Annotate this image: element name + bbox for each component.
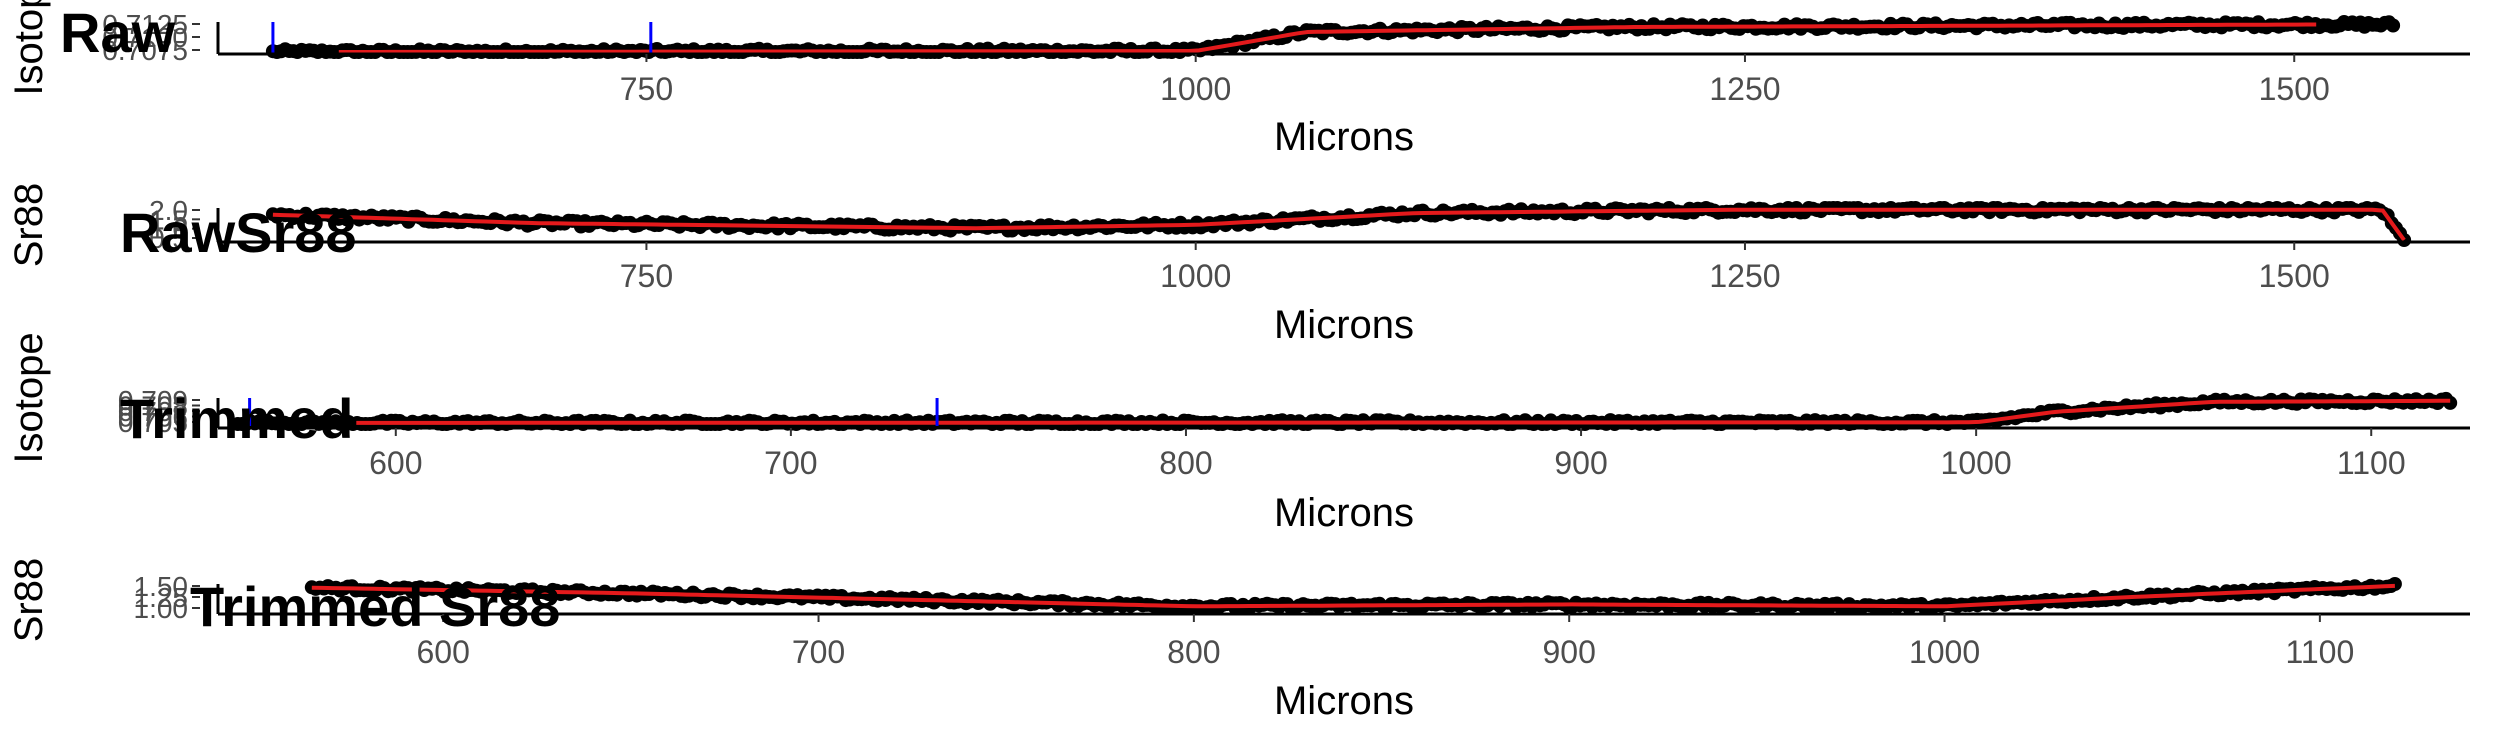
x-tick-label: 700 <box>764 445 817 481</box>
x-tick-label: 1500 <box>2259 258 2330 294</box>
x-tick-label: 700 <box>792 634 845 670</box>
smooth-line <box>272 207 2406 242</box>
panel-title: Trimmed <box>120 387 353 450</box>
y-tick-label: 0.7125 <box>102 9 188 40</box>
y-axis-title: Sr88 <box>7 558 51 643</box>
x-tick-label: 1250 <box>1709 71 1780 107</box>
scatter-points <box>304 577 2402 616</box>
x-tick-label: 600 <box>369 445 422 481</box>
y-tick-label: 0.7100 <box>102 22 188 53</box>
x-tick-label: 1000 <box>1941 445 2012 481</box>
y-tick-label: 1.00 <box>134 593 189 624</box>
x-tick-label: 900 <box>1554 445 1607 481</box>
smooth-line <box>356 398 2451 425</box>
data-point <box>2443 395 2458 410</box>
x-tick-label: 1000 <box>1160 71 1231 107</box>
x-tick-label: 1250 <box>1709 258 1780 294</box>
x-tick-label: 1000 <box>1160 258 1231 294</box>
x-tick-label: 1100 <box>2285 634 2354 670</box>
x-tick-label: 600 <box>417 634 470 670</box>
y-tick-label: 0.5 <box>149 223 188 254</box>
y-tick-label: 0.707 <box>118 396 188 427</box>
panel-title: Raw <box>60 1 176 64</box>
y-tick-label: 0.706 <box>118 402 188 433</box>
panel-title: RawSr88 <box>120 201 357 264</box>
x-tick-label: 800 <box>1167 634 1220 670</box>
x-tick-label: 750 <box>620 71 673 107</box>
y-tick-label: 2.0 <box>149 195 188 226</box>
smooth-line <box>311 583 2395 609</box>
x-tick-label: 1500 <box>2259 71 2330 107</box>
y-tick-label: 1.50 <box>134 571 189 602</box>
x-tick-label: 1000 <box>1909 634 1980 670</box>
y-tick-label: 0.708 <box>118 391 188 422</box>
y-tick-label: 1.5 <box>149 204 188 235</box>
scatter-points <box>230 391 2458 431</box>
x-tick-label: 750 <box>620 258 673 294</box>
x-axis-title: Microns <box>1274 115 1414 159</box>
x-tick-label: 800 <box>1159 445 1212 481</box>
y-tick-label: 0.7075 <box>102 35 188 66</box>
y-tick-label: 0.705 <box>118 407 188 438</box>
smooth-line <box>338 22 2317 54</box>
x-tick-label: 900 <box>1543 634 1596 670</box>
x-axis-title: Microns <box>1274 491 1414 535</box>
panel-2: 2.01.51.00.5 750 1000 1250 1500 Microns Sr88 Ra… <box>7 183 2470 347</box>
panel-4: 1.501.251.00 600 700 800 900 1000 1100 Microns S… <box>7 558 2470 723</box>
y-axis-title: Isotope <box>7 332 51 463</box>
panel-title: Trimmed Sr88 <box>190 575 560 638</box>
y-tick-label: 1.0 <box>149 214 188 245</box>
y-axis-title: Isotope <box>7 0 51 96</box>
data-point <box>2386 18 2401 33</box>
y-tick-label: 0.709 <box>118 385 188 416</box>
x-axis-title: Microns <box>1274 303 1414 347</box>
y-tick-label: 1.25 <box>134 582 189 613</box>
data-point <box>2387 577 2402 591</box>
y-axis-title: Sr88 <box>7 183 51 268</box>
x-tick-label: 1100 <box>2337 445 2406 481</box>
x-axis-title: Microns <box>1274 679 1414 723</box>
